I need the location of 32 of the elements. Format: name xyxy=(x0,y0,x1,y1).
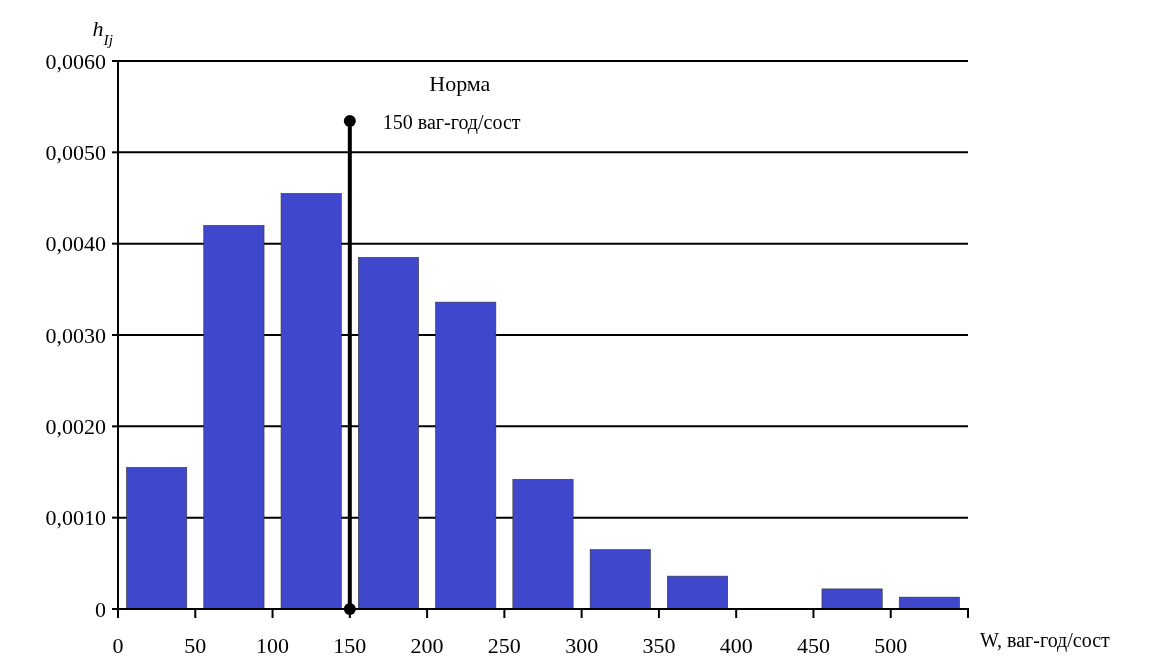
x-tick-label: 300 xyxy=(565,633,599,658)
annotation: 150 ваг-год/сост xyxy=(382,111,521,134)
x-tick-label: 350 xyxy=(642,633,676,658)
y-tick-label: 0,0060 xyxy=(45,48,106,74)
y-tick-label: 0 xyxy=(95,596,106,622)
x-axis-title: W, ваг-год/сост xyxy=(980,629,1111,652)
ref-line-label: Норма xyxy=(429,71,491,96)
bar xyxy=(512,479,574,610)
x-tick-label: 500 xyxy=(874,633,908,658)
bar xyxy=(280,193,342,610)
bar xyxy=(126,467,188,610)
y-tick-label: 0,0020 xyxy=(45,414,106,440)
y-axis-title: h$_{Ij}$ xyxy=(92,16,113,48)
x-tick-label: 50 xyxy=(184,633,207,658)
y-tick-label: 0,0010 xyxy=(45,505,106,531)
y-tick-label: 0,0040 xyxy=(45,231,106,257)
x-tick-label: 0 xyxy=(112,633,124,658)
x-tick-label: 250 xyxy=(487,633,521,658)
bar xyxy=(589,549,651,610)
x-tick-label: 200 xyxy=(410,633,444,658)
y-tick-label: 0,0030 xyxy=(45,322,106,348)
bar xyxy=(821,588,883,610)
bar xyxy=(898,596,960,610)
bar xyxy=(203,225,265,610)
bar xyxy=(667,575,728,610)
bar xyxy=(358,257,419,610)
bar xyxy=(435,301,497,610)
x-tick-label: 100 xyxy=(256,633,290,658)
x-tick-label: 400 xyxy=(719,633,753,658)
y-tick-label: 0,0050 xyxy=(45,140,106,166)
x-tick-label: 150 xyxy=(333,633,367,658)
x-tick-label: 450 xyxy=(796,633,830,658)
